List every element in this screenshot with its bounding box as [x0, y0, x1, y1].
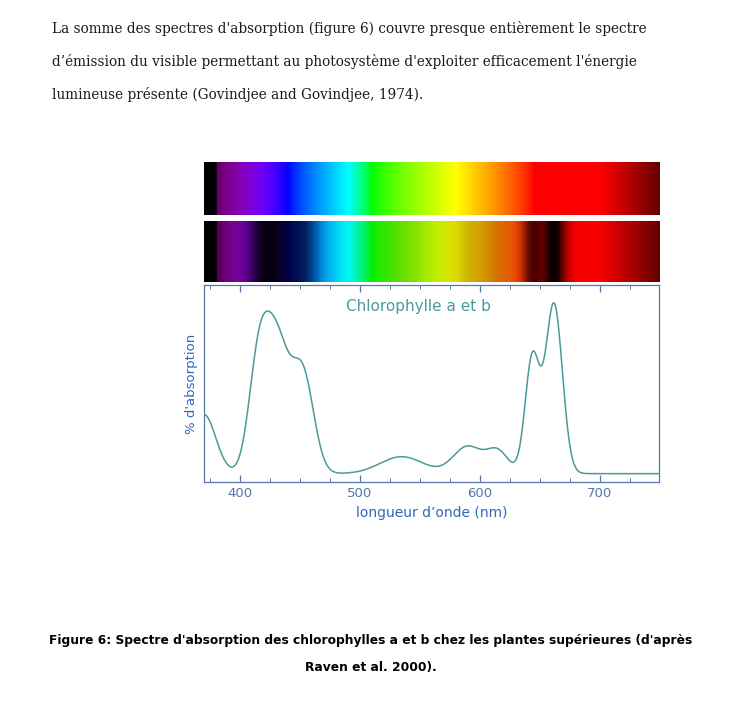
- Text: Figure 6: Spectre d'absorption des chlorophylles a et b chez les plantes supérie: Figure 6: Spectre d'absorption des chlor…: [49, 634, 692, 646]
- Y-axis label: % d'absorption: % d'absorption: [185, 334, 199, 434]
- Text: Chlorophylle a et b: Chlorophylle a et b: [345, 299, 491, 314]
- Text: d’émission du visible permettant au photosystème d'exploiter efficacement l'éner: d’émission du visible permettant au phot…: [52, 54, 637, 69]
- X-axis label: longueur d’onde (nm): longueur d’onde (nm): [356, 505, 508, 520]
- Text: La somme des spectres d'absorption (figure 6) couvre presque entièrement le spec: La somme des spectres d'absorption (figu…: [52, 21, 646, 36]
- Text: lumineuse présente (Govindjee and Govindjee, 1974).: lumineuse présente (Govindjee and Govind…: [52, 87, 423, 102]
- Text: Raven et al. 2000).: Raven et al. 2000).: [305, 660, 436, 674]
